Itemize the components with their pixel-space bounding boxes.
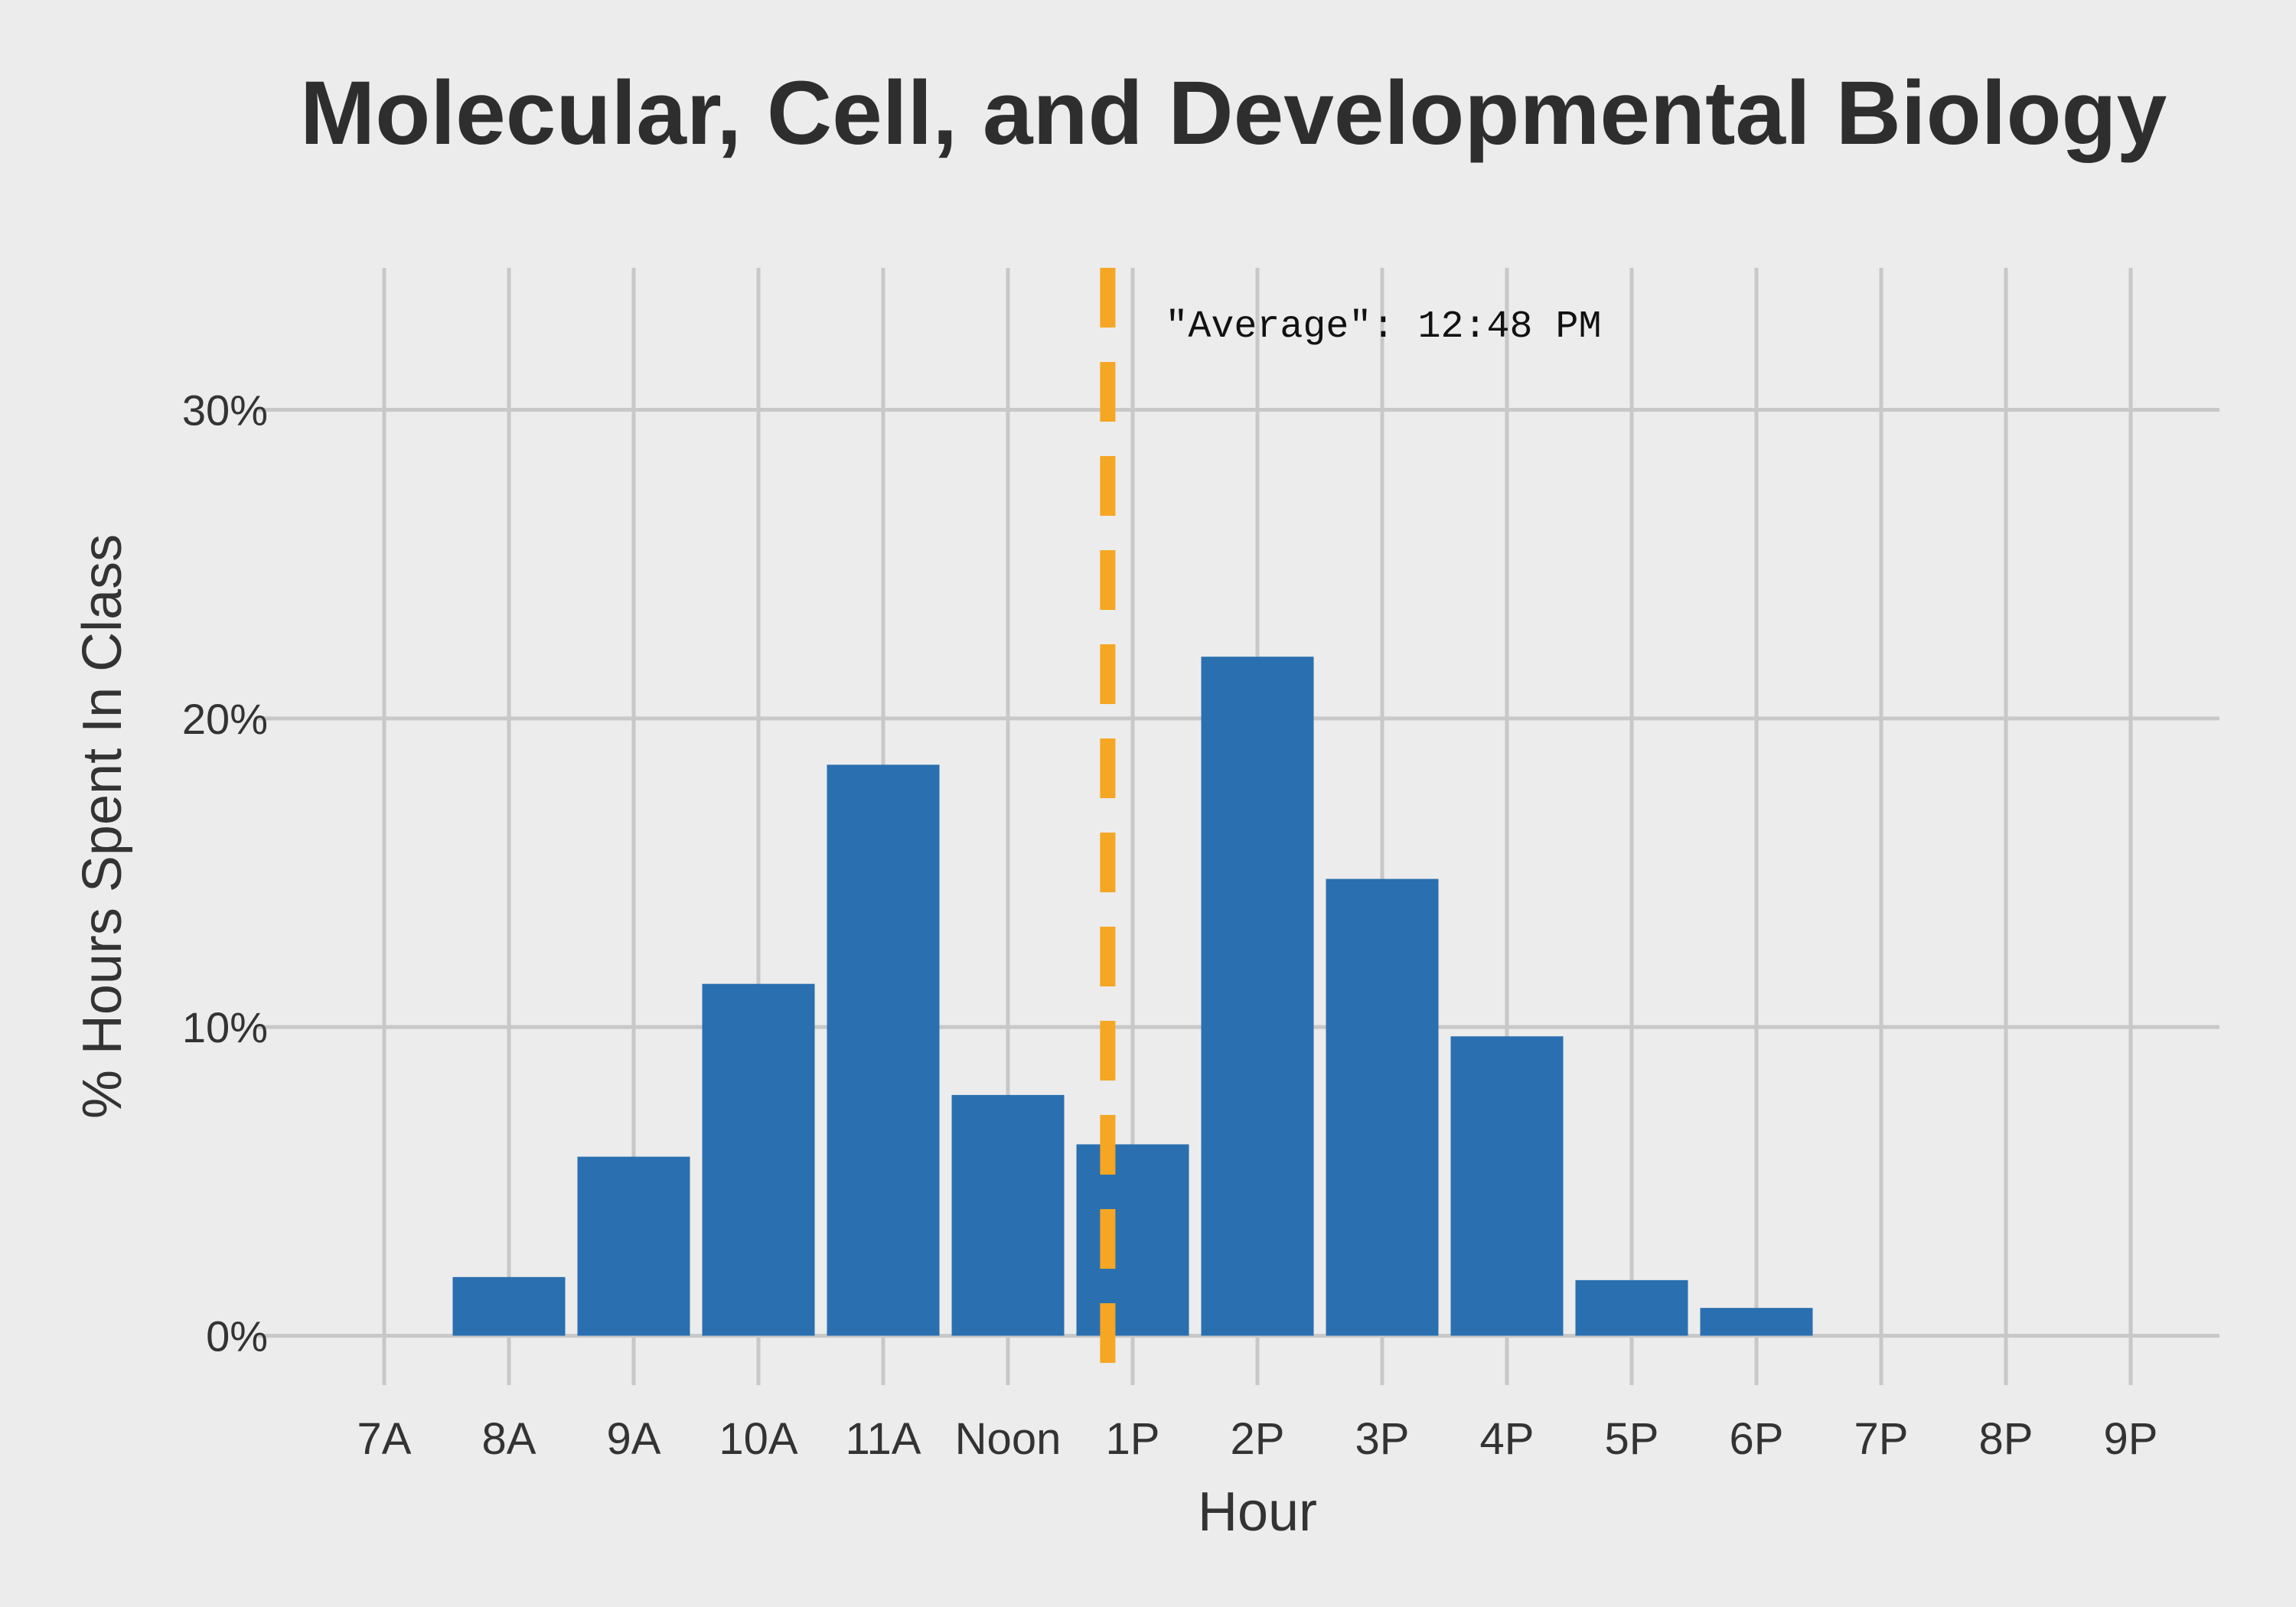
y-tick-label: 20%: [182, 695, 268, 743]
x-tick-label: 10A: [719, 1414, 798, 1464]
x-tick-label: 6P: [1730, 1414, 1784, 1464]
bar-8a: [452, 1276, 566, 1336]
bar-5p: [1575, 1279, 1688, 1336]
x-tick-label: 8A: [482, 1414, 536, 1464]
bars: [452, 657, 1813, 1336]
x-tick-label: 4P: [1480, 1414, 1534, 1464]
x-tick-label: 3P: [1355, 1414, 1410, 1464]
x-tick-label: 5P: [1605, 1414, 1659, 1464]
average-marker: "Average": 12:48 PM: [1100, 268, 1601, 1385]
bar-3p: [1326, 878, 1439, 1336]
bar-noon: [951, 1094, 1065, 1336]
y-tick-label: 0%: [206, 1312, 268, 1360]
bar-6p: [1700, 1308, 1813, 1336]
x-tick-label: 8P: [1979, 1414, 2033, 1464]
bar-11a: [827, 764, 940, 1336]
bar-1p: [1076, 1144, 1189, 1336]
y-tick-label: 10%: [182, 1003, 268, 1051]
y-tick-label: 30%: [182, 386, 268, 435]
x-tick-label: 1P: [1106, 1414, 1160, 1464]
x-tick-label: 11A: [846, 1414, 921, 1464]
bar-10a: [702, 983, 815, 1336]
x-tick-label: 2P: [1231, 1414, 1285, 1464]
x-tick-label: Noon: [955, 1414, 1062, 1464]
bar-4p: [1450, 1036, 1564, 1336]
tick-labels: 0% 10% 20% 30% 7A 8A 9A 10A 11A Noon 1P 2P 3P 4P 5P 6P 7…: [182, 386, 2158, 1464]
bar-2p: [1201, 657, 1314, 1336]
average-annotation: "Average": 12:48 PM: [1165, 305, 1601, 349]
chart-title: Molecular, Cell, and Developmental Biolo…: [300, 63, 2167, 164]
y-axis-label: % Hours Spent In Class: [72, 534, 133, 1119]
x-axis-label: Hour: [1198, 1482, 1317, 1543]
x-tick-label: 9P: [2104, 1414, 2158, 1464]
x-tick-label: 7P: [1854, 1414, 1909, 1464]
x-tick-label: 9A: [607, 1414, 661, 1464]
bar-9a: [577, 1156, 690, 1336]
x-tick-label: 7A: [357, 1414, 412, 1464]
